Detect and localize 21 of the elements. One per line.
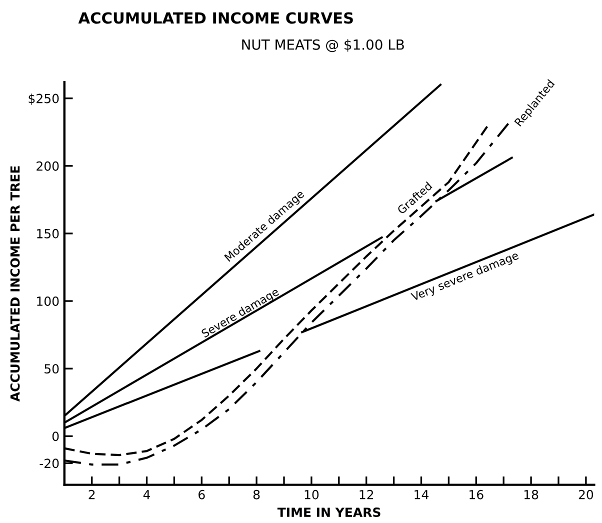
y-tick-label: $250 <box>28 94 59 105</box>
y-tick-label: 0 <box>52 432 59 442</box>
x-tick-label: 8 <box>253 490 260 500</box>
y-tick-label: 200 <box>36 161 59 171</box>
x-axis-title: TIME IN YEARS <box>277 508 380 518</box>
x-tick-label: 20 <box>578 490 594 500</box>
x-tick-label: 16 <box>470 490 484 500</box>
y-tick-label: 50 <box>44 364 59 374</box>
x-tick-label: 2 <box>88 490 95 500</box>
chart-title: ACCUMULATED INCOME CURVES <box>78 12 353 24</box>
x-tick-label: 10 <box>304 490 319 500</box>
y-tick-label: -20 <box>40 458 59 468</box>
x-tick-label: 6 <box>198 490 205 500</box>
x-tick-label: 12 <box>360 490 374 500</box>
y-tick-label: 100 <box>37 296 59 306</box>
x-tick-label: 18 <box>524 490 538 500</box>
x-tick-label: 14 <box>414 490 428 500</box>
chart-subtitle: NUT MEATS @ $1.00 LB <box>242 39 404 52</box>
y-axis-title: ACCUMULATED INCOME PER TREE <box>10 166 20 402</box>
y-tick-label: 150 <box>37 228 59 238</box>
x-tick-label: 4 <box>143 490 150 500</box>
